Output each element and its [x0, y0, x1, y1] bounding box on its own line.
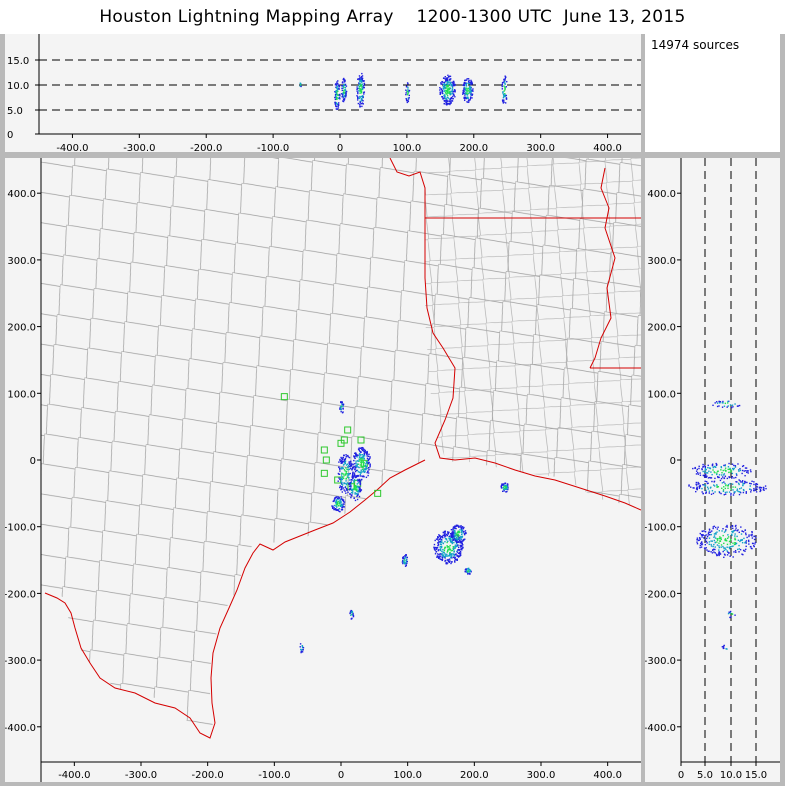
alt-tick-label: 10.0	[7, 81, 29, 92]
altitude-x-panel: 15.0 10.0 5.0 0 -400.0 -300.0 -200.0 -100.0 0 10…	[5, 34, 641, 154]
x-tick-label: -400.0	[58, 770, 90, 781]
station-marker	[357, 436, 365, 444]
y-tick-label: -200.0	[645, 589, 676, 600]
station-marker	[320, 446, 328, 454]
y-tick-label: -100.0	[5, 523, 36, 534]
y-tick-label: -300.0	[5, 656, 36, 667]
source-count: 14974 sources	[651, 38, 740, 52]
x-tick-label: 400.0	[593, 770, 622, 781]
y-tick-label: 100.0	[647, 389, 676, 400]
x-tick-label: -400.0	[56, 143, 88, 152]
y-tick-label: -400.0	[5, 723, 36, 734]
station-marker	[374, 489, 382, 497]
y-tick-label: -400.0	[645, 723, 676, 734]
y-tick-label: 0	[30, 456, 36, 467]
x-tick-label: 300.0	[526, 143, 555, 152]
station-marker	[280, 393, 288, 401]
y-tick-label: 200.0	[647, 323, 676, 334]
y-tick-label: 200.0	[7, 323, 36, 334]
station-marker	[322, 456, 330, 464]
station-marker	[344, 426, 352, 434]
x-tick-label: 200.0	[460, 770, 489, 781]
x-tick-label: -200.0	[190, 143, 222, 152]
source-count-box: 14974 sources	[645, 34, 780, 152]
y-tick-label: 300.0	[7, 256, 36, 267]
x-tick-label: -200.0	[192, 770, 224, 781]
x-tick-label: -300.0	[123, 143, 155, 152]
plan-view-plot: 400.0 300.0 200.0 100.0 0 -100.0 -200.0 -300.0 -…	[4, 157, 642, 782]
alt-x-tick-label: 0	[678, 770, 684, 781]
altitude-y-panel: 400.0 300.0 200.0 100.0 0 -100.0 -200.0 -300.0 -…	[644, 158, 780, 782]
station-marker	[340, 436, 348, 444]
y-tick-label: 400.0	[647, 189, 676, 200]
x-tick-label: 400.0	[593, 143, 622, 152]
alt-tick-label: 15.0	[7, 56, 29, 67]
x-tick-label: 0	[338, 770, 344, 781]
alt-tick-label: 0	[7, 130, 13, 141]
x-tick-label: 300.0	[527, 770, 556, 781]
y-tick-label: -100.0	[645, 523, 676, 534]
y-tick-label: 300.0	[647, 256, 676, 267]
y-tick-label: -200.0	[5, 589, 36, 600]
state-border-coastline	[44, 157, 642, 739]
x-tick-label: 200.0	[459, 143, 488, 152]
y-tick-label: 100.0	[7, 389, 36, 400]
x-tick-label: -100.0	[257, 143, 289, 152]
x-tick-label: 100.0	[393, 143, 422, 152]
x-tick-label: -300.0	[125, 770, 157, 781]
x-tick-label: -100.0	[258, 770, 290, 781]
y-tick-label: 400.0	[7, 189, 36, 200]
y-tick-label: -300.0	[645, 656, 676, 667]
plan-view-map: 400.0 300.0 200.0 100.0 0 -100.0 -200.0 -300.0 -…	[4, 157, 642, 782]
altitude-x-plot: 15.0 10.0 5.0 0 -400.0 -300.0 -200.0 -100.0 0 10…	[7, 34, 641, 154]
altitude-y-plot: 400.0 300.0 200.0 100.0 0 -100.0 -200.0 -300.0 -…	[644, 158, 780, 781]
alt-x-tick-label: 15.0	[745, 770, 767, 781]
page-title: Houston Lightning Mapping Array 1200-130…	[0, 0, 785, 34]
alt-tick-label: 5.0	[7, 106, 23, 117]
alt-x-tick-label: 10.0	[720, 770, 742, 781]
x-tick-label: 100.0	[393, 770, 422, 781]
x-tick-label: 0	[337, 143, 343, 152]
alt-x-tick-label: 5.0	[697, 770, 713, 781]
station-marker	[320, 469, 328, 477]
y-tick-label: 0	[670, 456, 676, 467]
